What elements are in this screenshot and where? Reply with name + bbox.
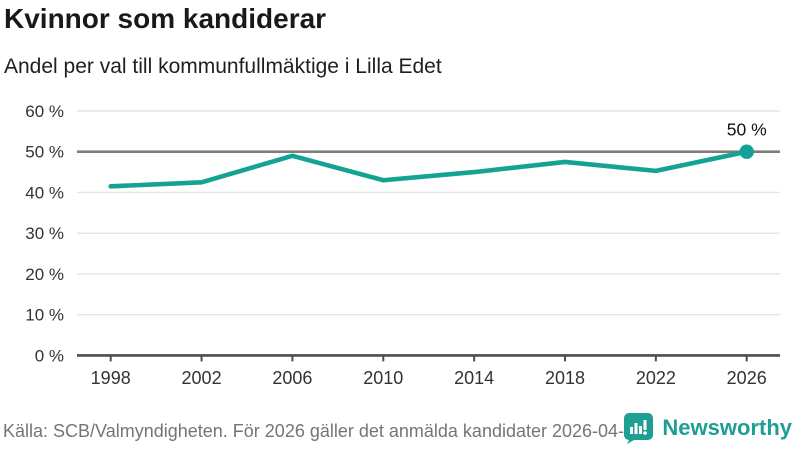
- x-tick-label: 2018: [545, 368, 585, 388]
- y-tick-label: 10 %: [25, 306, 64, 325]
- x-tick-label: 1998: [91, 368, 131, 388]
- x-tick-label: 2014: [454, 368, 494, 388]
- newsworthy-bubble-chart-icon: [624, 413, 654, 444]
- end-point-marker: [739, 144, 754, 159]
- y-tick-label: 50 %: [25, 143, 64, 162]
- y-tick-label: 40 %: [25, 183, 64, 202]
- x-tick-label: 2026: [727, 368, 767, 388]
- y-tick-label: 20 %: [25, 265, 64, 284]
- chart-footer: Källa: SCB/Valmyndigheten. För 2026 gäll…: [0, 410, 800, 450]
- chart-subtitle: Andel per val till kommunfullmäktige i L…: [4, 55, 442, 78]
- y-tick-label: 0 %: [35, 346, 64, 365]
- y-tick-label: 60 %: [25, 102, 64, 121]
- end-point-label: 50 %: [727, 120, 767, 140]
- x-tick-label: 2006: [272, 368, 312, 388]
- brand-name: Newsworthy: [662, 414, 792, 440]
- x-tick-label: 2010: [363, 368, 403, 388]
- source-note: Källa: SCB/Valmyndigheten. För 2026 gäll…: [3, 421, 650, 441]
- brand-logo: Newsworthy: [622, 411, 792, 444]
- y-tick-label: 30 %: [25, 224, 64, 243]
- data-line: [108, 149, 750, 189]
- x-tick-label: 2002: [182, 368, 222, 388]
- page-title: Kvinnor som kandiderar: [4, 3, 327, 34]
- x-tick-label: 2022: [636, 368, 676, 388]
